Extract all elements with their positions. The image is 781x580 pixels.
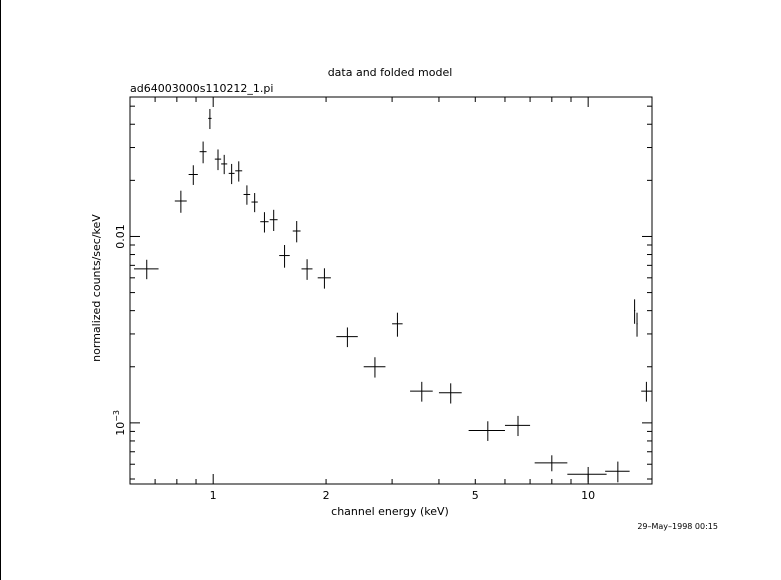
left-border	[0, 0, 1, 580]
data-point	[188, 165, 198, 185]
data-point	[292, 221, 301, 243]
data-point	[392, 312, 403, 337]
data-point	[174, 190, 187, 213]
data-point	[633, 299, 636, 324]
y-axis-label: normalized counts/sec/keV	[90, 214, 103, 362]
chart-subtitle: ad64003000s110212_1.pi	[130, 82, 273, 95]
x-tick-label: 10	[581, 489, 595, 502]
data-point	[504, 415, 531, 437]
data-point	[235, 161, 243, 182]
data-point	[134, 259, 159, 280]
x-tick-label: 5	[472, 489, 479, 502]
x-axis-label: channel energy (keV)	[331, 505, 449, 518]
data-point	[208, 108, 212, 130]
data-point	[641, 381, 652, 402]
data-point	[251, 193, 258, 213]
x-tick-label: 2	[323, 489, 330, 502]
data-point	[199, 141, 207, 164]
data-point	[410, 381, 433, 402]
data-point	[260, 212, 269, 233]
timestamp: 29–May–1998 00:15	[637, 522, 718, 531]
data-point	[438, 383, 462, 404]
data-point	[269, 209, 278, 231]
data-point	[336, 327, 358, 348]
plot-frame	[129, 96, 653, 485]
axis-ticks	[129, 97, 652, 484]
data-point	[468, 421, 505, 441]
data-point	[279, 244, 290, 268]
tick-labels: 1 2 5 10 10−3 0.01	[112, 224, 595, 502]
data-point	[301, 259, 313, 280]
data-points	[134, 108, 652, 483]
x-tick-label: 1	[210, 489, 217, 502]
data-point	[636, 312, 638, 337]
data-point	[363, 357, 386, 378]
data-point	[534, 455, 568, 472]
chart-title: data and folded model	[328, 66, 453, 79]
y-tick-label: 10−3	[112, 410, 127, 436]
y-tick-label: 0.01	[114, 224, 127, 249]
data-point	[228, 163, 235, 185]
data-point	[317, 268, 331, 289]
data-point	[221, 154, 228, 175]
data-point	[243, 185, 251, 205]
data-point	[567, 466, 607, 483]
data-point	[605, 461, 630, 483]
data-point	[214, 149, 222, 171]
